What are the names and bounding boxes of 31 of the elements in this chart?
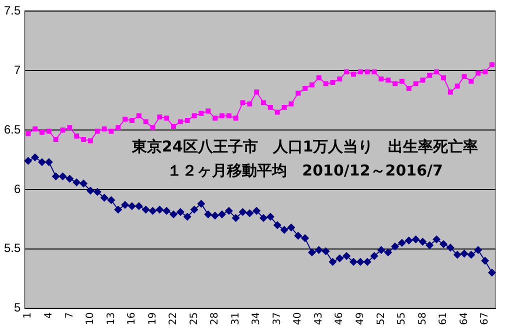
y-tick-label: 7.5 [4,4,21,18]
x-tick-label: 31 [230,312,242,326]
x-tick-label: 40 [292,312,304,326]
x-tick-label: 49 [355,312,366,326]
x-tick-label: 34 [251,312,262,326]
x-tick-label: 4 [44,312,55,319]
x-tick-label: 37 [272,312,283,326]
x-tick-label: 61 [438,312,450,326]
y-tick-label: 6.5 [4,122,21,136]
x-tick-label: 7 [64,312,76,319]
y-tick-label: 5.5 [4,241,21,256]
x-tick-label: 13 [106,312,117,326]
x-tick-label: 25 [188,312,200,326]
x-tick-label: 64 [458,312,470,326]
x-tick-label: 43 [313,312,324,326]
text: １２ヶ月移動平均 2010/12～2016/7 [167,162,443,180]
x-tick-label: 58 [417,312,428,326]
x-tick-label: 67 [480,312,491,326]
text: 東京24区八王子市 人口1万人当り 出生率死亡率 [130,138,478,156]
x-tick-label: 1 [22,312,34,319]
x-tick-label: 22 [168,312,180,326]
x-tick-label: 10 [85,312,96,326]
x-tick-label: 28 [210,312,221,326]
y-tick-label: 5 [14,300,21,315]
x-tick-label: 55 [396,312,408,326]
y-tick-label: 7 [14,62,21,77]
x-tick-label: 16 [126,312,138,326]
x-tick-label: 19 [147,312,158,326]
x-tick-label: 52 [376,312,387,326]
x-tick-label: 46 [334,312,346,326]
y-tick-label: 6 [14,182,21,196]
